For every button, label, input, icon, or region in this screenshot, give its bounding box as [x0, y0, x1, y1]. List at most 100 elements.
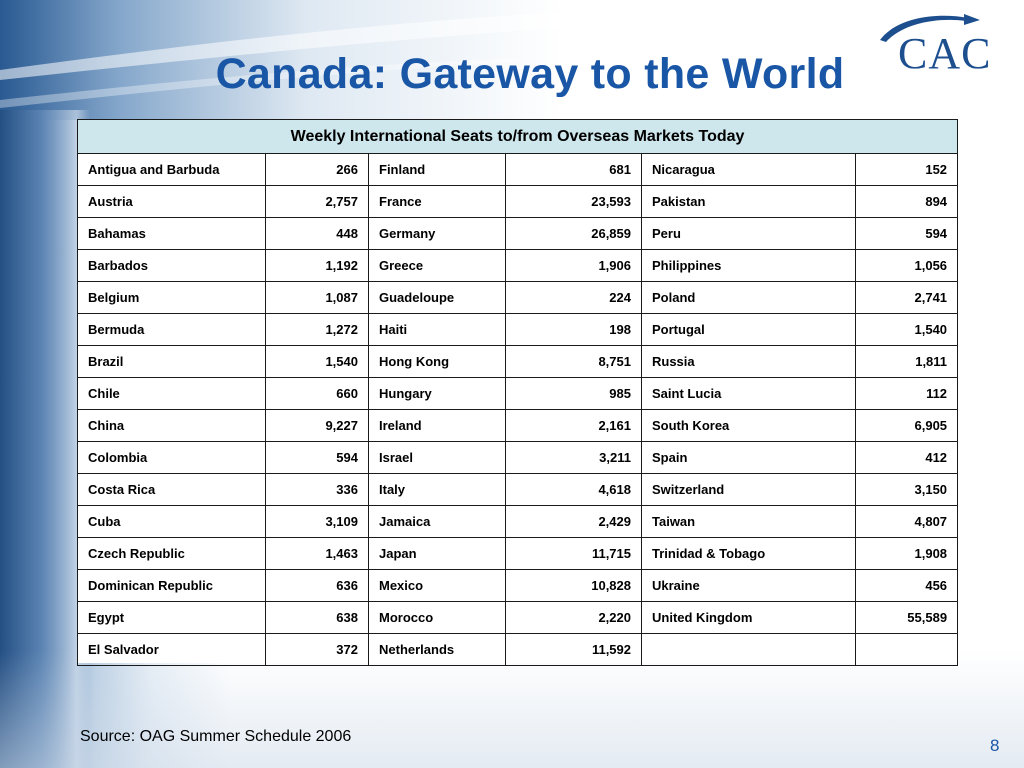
table-row: Chile 660 Hungary 985 Saint Lucia 112	[77, 377, 959, 410]
country-name-cell: Hong Kong	[368, 345, 506, 378]
country-name-cell: Taiwan	[641, 505, 856, 538]
country-name-cell: Hungary	[368, 377, 506, 410]
weekly-seats-cell: 1,906	[505, 249, 642, 282]
weekly-seats-cell: 1,087	[265, 281, 369, 314]
country-name-cell: Spain	[641, 441, 856, 474]
weekly-seats-cell: 412	[854, 441, 959, 474]
weekly-seats-cell	[854, 633, 959, 666]
weekly-seats-cell: 112	[854, 377, 959, 410]
country-name-cell: Czech Republic	[77, 537, 266, 570]
country-name-cell: South Korea	[641, 409, 856, 442]
logo-swoosh-icon	[880, 14, 980, 42]
weekly-seats-cell: 4,618	[505, 473, 642, 506]
weekly-seats-cell: 4,807	[854, 505, 959, 538]
country-name-cell: China	[77, 409, 266, 442]
table-row: Costa Rica 336 Italy 4,618 Switzerland 3,150	[77, 473, 959, 506]
table-row: Belgium 1,087 Guadeloupe 224 Poland 2,741	[77, 281, 959, 314]
weekly-seats-cell: 594	[854, 217, 959, 250]
country-name-cell: Switzerland	[641, 473, 856, 506]
country-name-cell: Italy	[368, 473, 506, 506]
table-row: Bermuda 1,272 Haiti 198 Portugal 1,540	[77, 313, 959, 346]
country-name-cell: Netherlands	[368, 633, 506, 666]
table-row: Antigua and Barbuda 266 Finland 681 Nicaragu…	[77, 153, 959, 186]
country-name-cell: Israel	[368, 441, 506, 474]
weekly-seats-cell: 3,211	[505, 441, 642, 474]
country-name-cell: Greece	[368, 249, 506, 282]
country-name-cell: Philippines	[641, 249, 856, 282]
country-name-cell: Austria	[77, 185, 266, 218]
weekly-seats-cell: 23,593	[505, 185, 642, 218]
country-name-cell: Colombia	[77, 441, 266, 474]
weekly-seats-cell: 2,220	[505, 601, 642, 634]
weekly-seats-cell: 985	[505, 377, 642, 410]
weekly-seats-cell: 894	[854, 185, 959, 218]
country-name-cell: Russia	[641, 345, 856, 378]
weekly-seats-cell: 55,589	[854, 601, 959, 634]
weekly-seats-cell: 448	[265, 217, 369, 250]
table-row: Dominican Republic 636 Mexico 10,828 Ukraine…	[77, 569, 959, 602]
weekly-seats-cell: 3,109	[265, 505, 369, 538]
weekly-seats-cell: 198	[505, 313, 642, 346]
page-number: 8	[990, 736, 1000, 755]
weekly-seats-cell: 2,161	[505, 409, 642, 442]
table-row: Austria 2,757 France 23,593 Pakistan 894	[77, 185, 959, 218]
weekly-seats-cell: 266	[265, 153, 369, 186]
weekly-seats-cell: 1,272	[265, 313, 369, 346]
weekly-seats-cell: 681	[505, 153, 642, 186]
country-name-cell: Costa Rica	[77, 473, 266, 506]
country-name-cell: Barbados	[77, 249, 266, 282]
country-name-cell: Nicaragua	[641, 153, 856, 186]
weekly-seats-cell: 336	[265, 473, 369, 506]
weekly-seats-cell: 2,741	[854, 281, 959, 314]
header-swoosh-graphic	[0, 0, 1024, 108]
country-name-cell: Dominican Republic	[77, 569, 266, 602]
country-name-cell: Portugal	[641, 313, 856, 346]
weekly-seats-cell: 26,859	[505, 217, 642, 250]
weekly-seats-cell: 660	[265, 377, 369, 410]
country-name-cell: Guadeloupe	[368, 281, 506, 314]
country-name-cell: Brazil	[77, 345, 266, 378]
country-name-cell: Cuba	[77, 505, 266, 538]
country-name-cell: Peru	[641, 217, 856, 250]
weekly-seats-cell: 1,540	[265, 345, 369, 378]
weekly-seats-cell: 2,429	[505, 505, 642, 538]
country-name-cell: Jamaica	[368, 505, 506, 538]
country-name-cell: Ireland	[368, 409, 506, 442]
country-name-cell: Saint Lucia	[641, 377, 856, 410]
weekly-seats-cell: 638	[265, 601, 369, 634]
weekly-seats-cell: 10,828	[505, 569, 642, 602]
weekly-seats-cell: 636	[265, 569, 369, 602]
country-name-cell: Antigua and Barbuda	[77, 153, 266, 186]
country-name-cell: Belgium	[77, 281, 266, 314]
weekly-seats-cell: 594	[265, 441, 369, 474]
country-name-cell	[641, 633, 856, 666]
slide-title: Canada: Gateway to the World	[215, 50, 845, 98]
table-row: Barbados 1,192 Greece 1,906 Philippines 1,056	[77, 249, 959, 282]
weekly-seats-cell: 1,908	[854, 537, 959, 570]
country-name-cell: Japan	[368, 537, 506, 570]
table-row: Brazil 1,540 Hong Kong 8,751 Russia 1,811	[77, 345, 959, 378]
table-header: Weekly International Seats to/from Overs…	[76, 119, 959, 154]
table-row: Bahamas 448 Germany 26,859 Peru 594	[77, 217, 959, 250]
country-name-cell: Morocco	[368, 601, 506, 634]
table-row: Colombia 594 Israel 3,211 Spain 412	[77, 441, 959, 474]
country-name-cell: Mexico	[368, 569, 506, 602]
weekly-seats-cell: 11,715	[505, 537, 642, 570]
table-row: Egypt 638 Morocco 2,220 United Kingdom 55,589	[77, 601, 959, 634]
weekly-seats-cell: 224	[505, 281, 642, 314]
bottom-decorative-shade	[0, 650, 1024, 768]
weekly-seats-cell: 1,811	[854, 345, 959, 378]
table-row: China 9,227 Ireland 2,161 South Korea 6,905	[77, 409, 959, 442]
weekly-seats-cell: 1,192	[265, 249, 369, 282]
weekly-seats-table: Weekly International Seats to/from Overs…	[76, 119, 959, 666]
weekly-seats-cell: 2,757	[265, 185, 369, 218]
cac-logo: CAC	[876, 10, 1006, 76]
country-name-cell: Bermuda	[77, 313, 266, 346]
country-name-cell: Finland	[368, 153, 506, 186]
country-name-cell: Ukraine	[641, 569, 856, 602]
country-name-cell: Pakistan	[641, 185, 856, 218]
table-body: Antigua and Barbuda 266 Finland 681 Nicaragu…	[77, 153, 959, 666]
weekly-seats-cell: 3,150	[854, 473, 959, 506]
country-name-cell: El Salvador	[77, 633, 266, 666]
weekly-seats-cell: 456	[854, 569, 959, 602]
